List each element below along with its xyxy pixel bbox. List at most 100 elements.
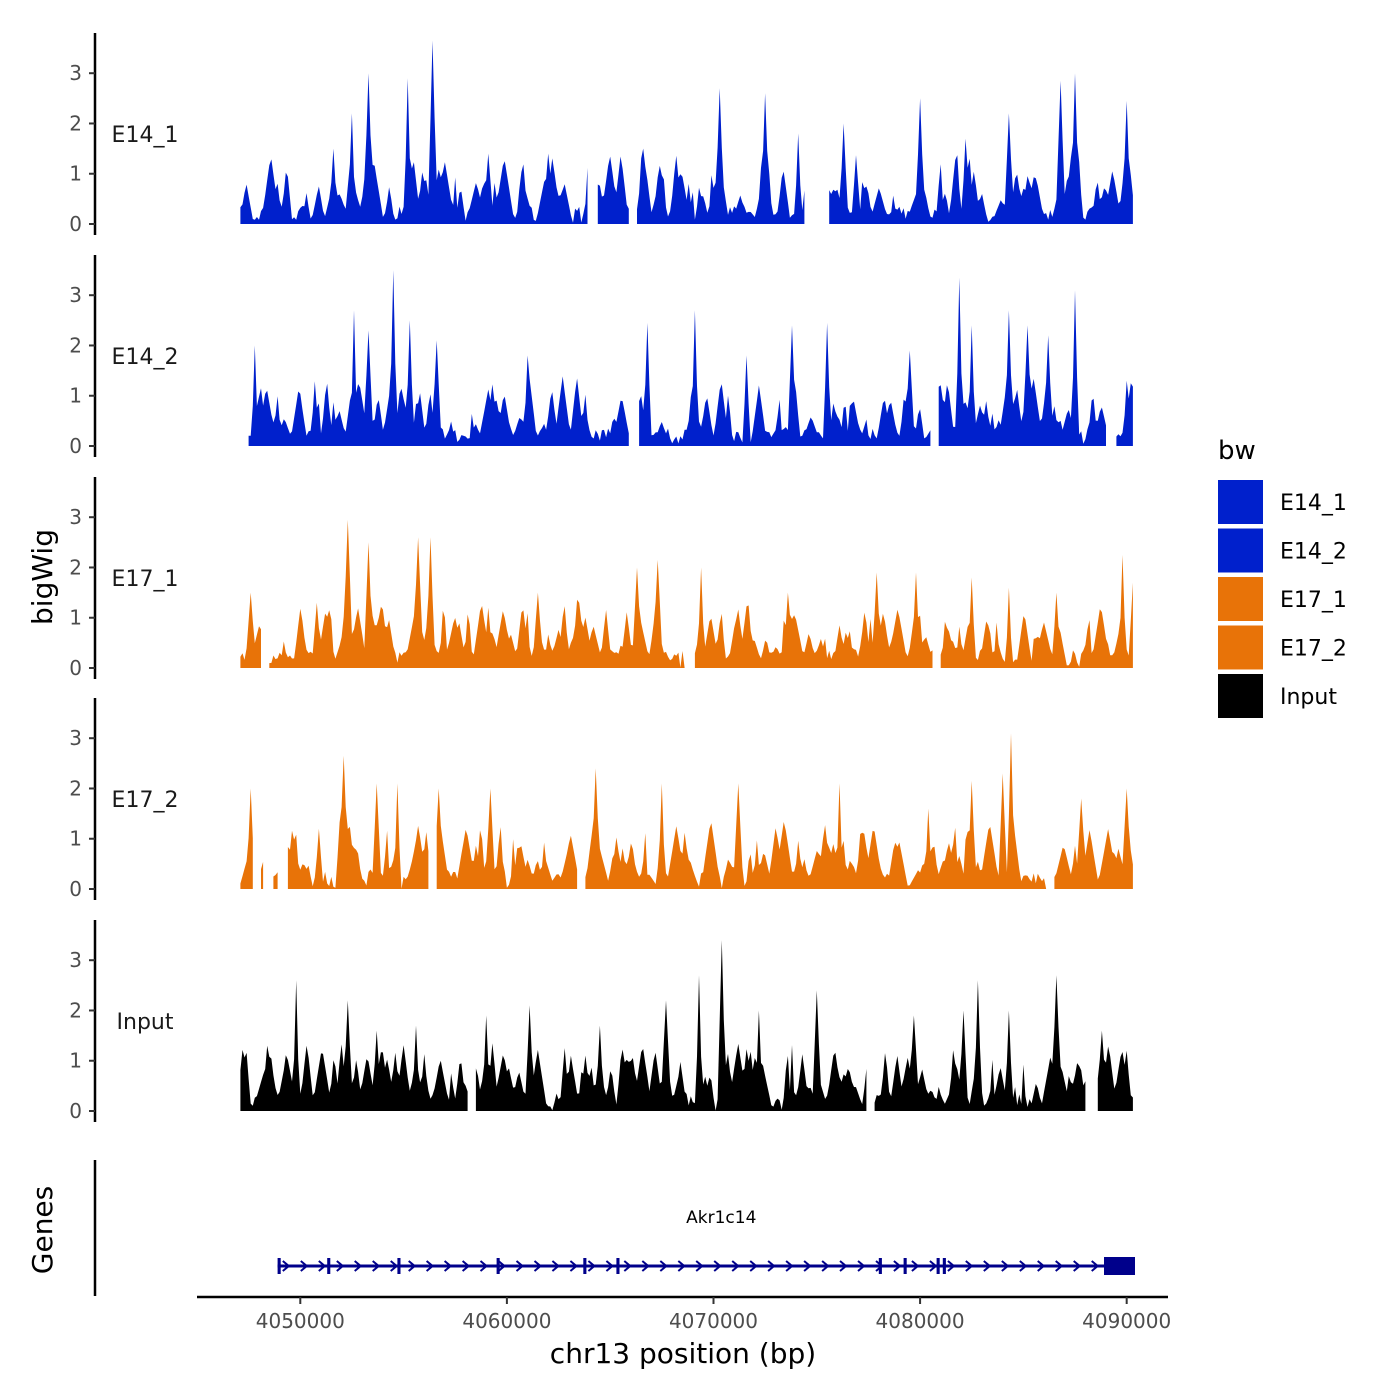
strand-arrow — [318, 1260, 327, 1272]
strand-arrow — [677, 1260, 686, 1272]
genes-axis-title: Genes — [26, 1186, 59, 1274]
coverage-area-E17_2 — [287, 755, 429, 889]
y-tick-label: 3 — [69, 61, 82, 85]
legend-label: E17_2 — [1280, 637, 1347, 662]
gene-track: Akr1c14 — [93, 1160, 1135, 1296]
coverage-area-E14_2 — [1116, 380, 1133, 446]
strand-arrow — [533, 1260, 543, 1272]
strand-arrow — [497, 1260, 507, 1272]
strand-arrow — [354, 1260, 363, 1272]
x-tick-label: 4050000 — [256, 1309, 345, 1333]
strand-arrow — [929, 1260, 938, 1272]
strand-arrow — [390, 1260, 399, 1272]
coverage-area-E17_2 — [1054, 788, 1133, 889]
strand-arrow — [911, 1260, 920, 1272]
strand-arrow — [425, 1260, 435, 1272]
track-label: E17_1 — [112, 567, 179, 592]
strand-arrow — [1073, 1260, 1082, 1272]
strand-arrow — [659, 1260, 668, 1272]
y-tick-label: 1 — [69, 827, 82, 851]
y-axis-title: bigWig — [26, 529, 59, 625]
gene-exon — [583, 1258, 587, 1274]
track-Input: 0 1 2 3 Input — [69, 920, 1133, 1123]
gene-exon — [936, 1258, 940, 1274]
coverage-area-E14_2 — [938, 277, 1106, 446]
strand-arrow — [1019, 1260, 1028, 1272]
y-tick-label: 2 — [69, 111, 82, 135]
strand-arrow — [947, 1260, 956, 1272]
strand-arrow — [605, 1260, 614, 1272]
legend-swatch-E14_1 — [1218, 480, 1263, 524]
gene-exon — [616, 1258, 620, 1274]
track-label: Input — [117, 1010, 174, 1035]
strand-arrow — [515, 1260, 525, 1272]
coverage-area-E17_2 — [273, 872, 278, 889]
strand-arrow — [803, 1260, 812, 1272]
gene-exon — [277, 1258, 281, 1274]
y-tick-label: 0 — [69, 434, 82, 458]
strand-arrow — [461, 1260, 471, 1272]
y-tick-label: 2 — [69, 333, 82, 357]
coverage-area-E17_2 — [240, 788, 253, 889]
track-E14_1: 0 1 2 3 E14_1 — [69, 33, 1133, 236]
y-tick-label: 0 — [69, 877, 82, 901]
x-tick-label: 4080000 — [876, 1309, 965, 1333]
y-tick-label: 2 — [69, 998, 82, 1022]
strand-arrow — [983, 1260, 992, 1272]
y-tick-label: 0 — [69, 212, 82, 236]
strand-arrow — [875, 1260, 884, 1272]
gene-exon — [942, 1258, 946, 1274]
legend-label: E17_1 — [1280, 588, 1347, 613]
legend-swatch-E17_1 — [1218, 577, 1263, 621]
coverage-area-E17_1 — [269, 519, 685, 668]
y-tick-label: 1 — [69, 606, 82, 630]
x-axis: 4050000 4060000 4070000 4080000 4090000 — [197, 1295, 1171, 1333]
legend-label: Input — [1280, 685, 1337, 710]
legend-swatch-E14_2 — [1218, 528, 1263, 573]
strand-arrow — [336, 1260, 345, 1272]
x-axis-title: chr13 position (bp) — [550, 1337, 816, 1370]
gene-exon — [878, 1258, 882, 1274]
coverage-area-E14_1 — [597, 156, 629, 224]
coverage-area-E14_2 — [248, 270, 629, 446]
coverage-area-E14_2 — [639, 310, 931, 446]
coverage-area-E17_2 — [261, 861, 264, 889]
strand-arrow — [569, 1260, 578, 1272]
y-tick-label: 2 — [69, 555, 82, 579]
coverage-area-Input — [874, 975, 1086, 1111]
strand-arrow — [479, 1260, 489, 1272]
strand-arrow — [551, 1260, 560, 1272]
x-tick-label: 4060000 — [462, 1309, 551, 1333]
gene-label: Akr1c14 — [686, 1208, 756, 1228]
strand-arrow — [1001, 1260, 1010, 1272]
strand-arrow — [408, 1260, 417, 1272]
strand-arrow — [785, 1260, 794, 1272]
strand-arrow — [1055, 1260, 1064, 1272]
y-tick-label: 3 — [69, 283, 82, 307]
gene-exon — [397, 1258, 401, 1274]
strand-arrow — [623, 1260, 632, 1272]
track-E17_2: 0 1 2 3 E17_2 — [69, 698, 1133, 901]
coverage-area-E14_1 — [637, 88, 805, 224]
strand-arrow — [443, 1260, 453, 1272]
coverage-area-E17_2 — [436, 788, 578, 889]
strand-arrow — [965, 1260, 974, 1272]
y-tick-label: 3 — [69, 505, 82, 529]
track-E17_1: 0 1 2 3 E17_1 — [69, 477, 1133, 680]
strand-arrow — [372, 1260, 381, 1272]
coverage-area-E17_1 — [240, 592, 261, 668]
gene-exon — [496, 1258, 500, 1274]
strand-arrow — [1091, 1260, 1100, 1272]
coverage-area-E14_1 — [829, 73, 1133, 224]
track-E14_2: 0 1 2 3 E14_2 — [69, 255, 1133, 458]
coverage-area-Input — [240, 980, 468, 1111]
coverage-area-Input — [1097, 1030, 1133, 1111]
y-tick-label: 3 — [69, 726, 82, 750]
x-tick-label: 4070000 — [669, 1309, 758, 1333]
coverage-area-Input — [475, 940, 867, 1111]
strand-arrow — [695, 1260, 704, 1272]
y-tick-label: 0 — [69, 656, 82, 680]
y-tick-label: 0 — [69, 1099, 82, 1123]
coverage-area-E17_2 — [585, 733, 1047, 889]
